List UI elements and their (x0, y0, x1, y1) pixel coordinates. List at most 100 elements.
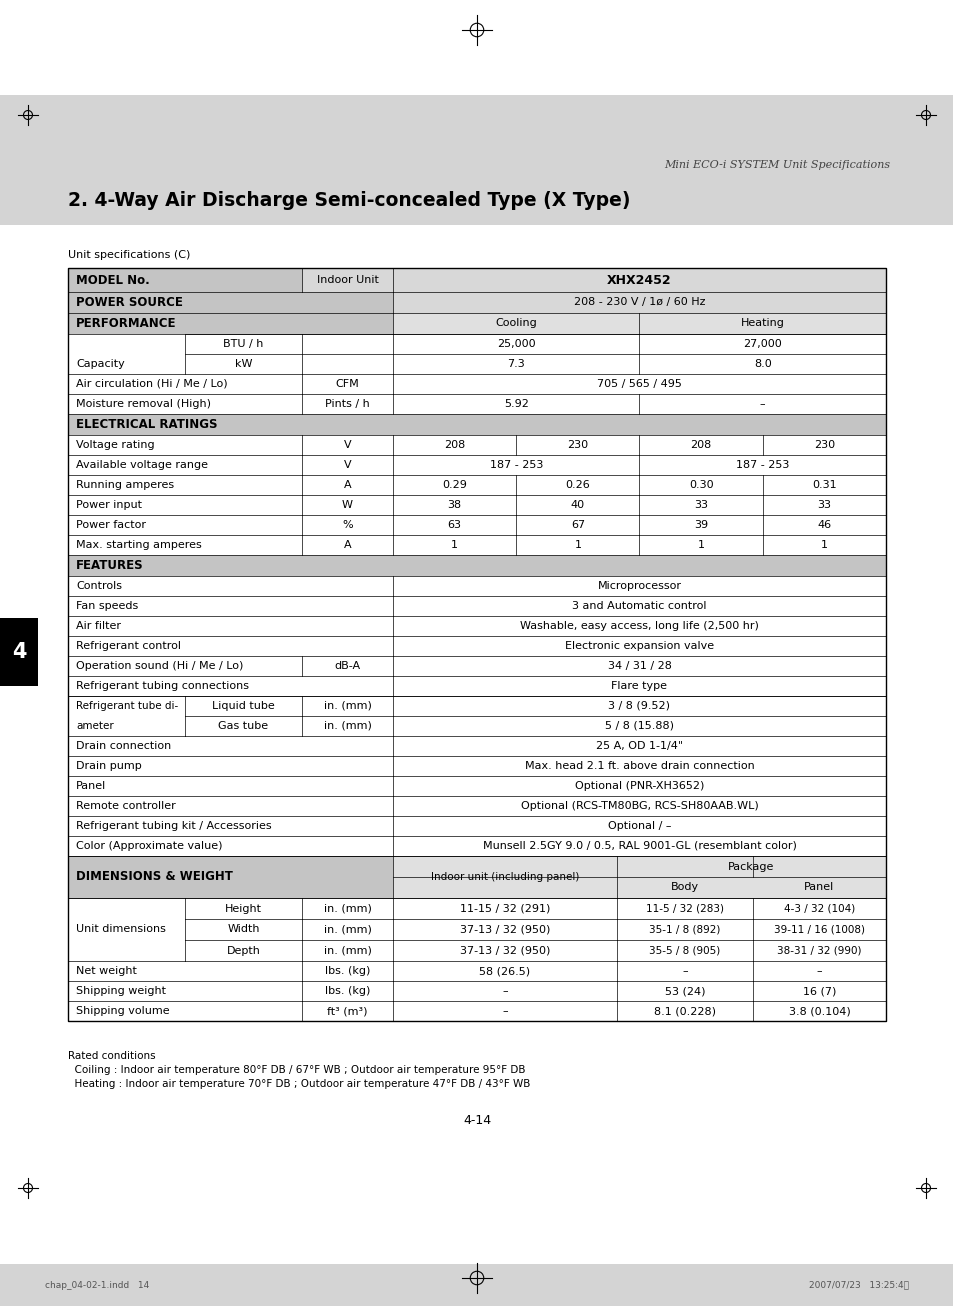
Bar (393, 716, 885, 737)
Bar (68, 515, 393, 535)
Bar (752, 940, 885, 961)
Text: 25,000: 25,000 (497, 340, 535, 349)
Text: Air filter: Air filter (76, 620, 121, 631)
Text: –: – (501, 986, 507, 996)
Text: 0.26: 0.26 (565, 481, 590, 490)
Text: chap_04-02-1.indd   14: chap_04-02-1.indd 14 (45, 1280, 149, 1289)
Bar (68, 576, 885, 596)
Text: –: – (681, 966, 687, 976)
Text: 4-14: 4-14 (462, 1114, 491, 1127)
Bar (185, 334, 302, 354)
Bar (0, 618, 38, 686)
Bar (185, 354, 302, 374)
Bar (68, 454, 393, 475)
Bar (393, 268, 885, 293)
Bar (393, 313, 885, 334)
Bar (68, 899, 185, 961)
Bar (393, 919, 617, 940)
Text: 40: 40 (570, 500, 584, 511)
Text: 58 (26.5): 58 (26.5) (479, 966, 530, 976)
Bar (68, 961, 885, 981)
Text: 1: 1 (697, 539, 704, 550)
Bar (302, 268, 393, 293)
Text: Refrigerant control: Refrigerant control (76, 641, 181, 650)
Text: MODEL No.: MODEL No. (76, 273, 150, 286)
Text: 4-3 / 32 (104): 4-3 / 32 (104) (783, 904, 854, 913)
Text: ft³ (m³): ft³ (m³) (327, 1006, 367, 1016)
Text: 230: 230 (567, 440, 588, 451)
Bar (68, 293, 393, 313)
Text: 187 - 253: 187 - 253 (736, 460, 789, 470)
Text: 37-13 / 32 (950): 37-13 / 32 (950) (459, 946, 550, 956)
Text: Shipping weight: Shipping weight (76, 986, 166, 996)
Text: Available voltage range: Available voltage range (76, 460, 208, 470)
Bar (68, 268, 302, 293)
Text: 2. 4-Way Air Discharge Semi-concealed Type (X Type): 2. 4-Way Air Discharge Semi-concealed Ty… (68, 191, 630, 209)
Text: dB-A: dB-A (335, 661, 360, 671)
Bar (393, 855, 617, 899)
Text: V: V (343, 460, 351, 470)
Text: 3.8 (0.104): 3.8 (0.104) (788, 1006, 849, 1016)
Text: in. (mm): in. (mm) (323, 721, 371, 731)
Text: 38-31 / 32 (990): 38-31 / 32 (990) (777, 946, 861, 956)
Bar (68, 555, 885, 576)
Text: 208 - 230 V / 1ø / 60 Hz: 208 - 230 V / 1ø / 60 Hz (573, 298, 704, 307)
Text: POWER SOURCE: POWER SOURCE (76, 296, 183, 310)
Text: Remote controller: Remote controller (76, 801, 175, 811)
Bar (68, 435, 393, 454)
Text: A: A (343, 539, 351, 550)
Bar (302, 940, 393, 961)
Text: 33: 33 (817, 500, 830, 511)
Bar (393, 535, 885, 555)
Text: Rated conditions: Rated conditions (68, 1051, 155, 1060)
Bar (617, 855, 885, 899)
Bar (68, 475, 393, 495)
Text: Controls: Controls (76, 581, 122, 592)
Text: Net weight: Net weight (76, 966, 136, 976)
Text: ameter: ameter (76, 721, 113, 731)
Text: Shipping volume: Shipping volume (76, 1006, 170, 1016)
Bar (393, 696, 885, 716)
Bar (68, 756, 885, 776)
Text: Voltage rating: Voltage rating (76, 440, 154, 451)
Bar (393, 475, 885, 495)
Bar (0, 95, 953, 225)
Text: Heating : Indoor air temperature 70°F DB ; Outdoor air temperature 47°F DB / 43°: Heating : Indoor air temperature 70°F DB… (68, 1079, 530, 1089)
Text: 0.30: 0.30 (688, 481, 713, 490)
Bar (68, 981, 885, 1000)
Text: lbs. (kg): lbs. (kg) (324, 986, 370, 996)
Text: Optional / –: Optional / – (607, 821, 671, 831)
Bar (393, 899, 617, 919)
Bar (68, 616, 885, 636)
Text: 16 (7): 16 (7) (802, 986, 836, 996)
Text: Package: Package (727, 862, 774, 871)
Text: DIMENSIONS & WEIGHT: DIMENSIONS & WEIGHT (76, 871, 233, 883)
Bar (393, 354, 885, 374)
Text: Liquid tube: Liquid tube (212, 701, 274, 710)
Text: 8.0: 8.0 (753, 359, 771, 370)
Text: Panel: Panel (803, 883, 834, 892)
Text: 1: 1 (574, 539, 580, 550)
Text: 11-5 / 32 (283): 11-5 / 32 (283) (645, 904, 723, 913)
Bar (68, 816, 885, 836)
Bar (185, 899, 302, 919)
Bar (302, 354, 393, 374)
Text: 187 - 253: 187 - 253 (489, 460, 542, 470)
Bar (68, 414, 885, 435)
Text: XHX2452: XHX2452 (606, 273, 671, 286)
Text: in. (mm): in. (mm) (323, 946, 371, 956)
Text: 4: 4 (11, 643, 27, 662)
Bar (0, 1264, 953, 1306)
Text: Height: Height (225, 904, 262, 913)
Text: 208: 208 (443, 440, 465, 451)
Bar (302, 334, 393, 354)
Text: Unit specifications (C): Unit specifications (C) (68, 249, 191, 260)
Text: Refrigerant tube di-: Refrigerant tube di- (76, 701, 178, 710)
Text: Panel: Panel (76, 781, 106, 791)
Text: Electronic expansion valve: Electronic expansion valve (564, 641, 713, 650)
Text: 0.29: 0.29 (442, 481, 467, 490)
Text: Flare type: Flare type (611, 680, 667, 691)
Text: 0.31: 0.31 (811, 481, 836, 490)
Text: Drain pump: Drain pump (76, 761, 142, 771)
Text: FEATURES: FEATURES (76, 559, 144, 572)
